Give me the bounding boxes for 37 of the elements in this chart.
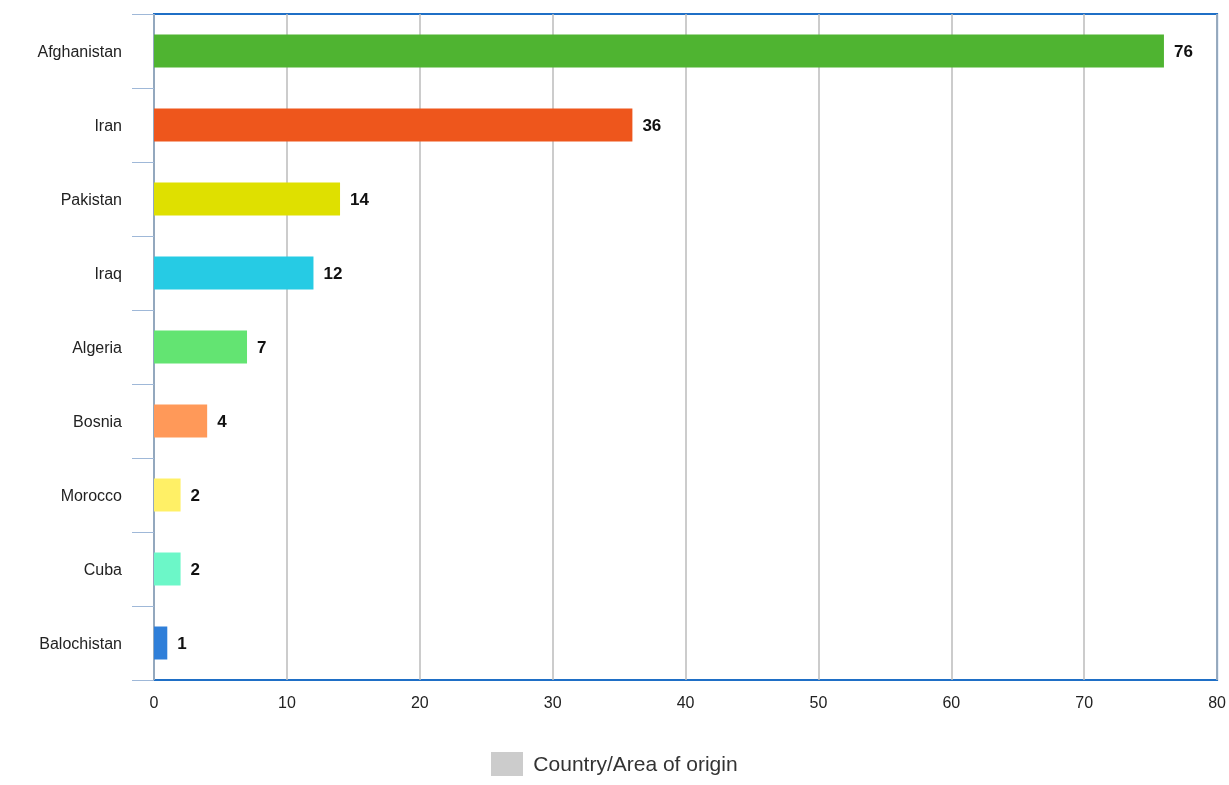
bar <box>154 478 181 512</box>
bar <box>154 182 341 216</box>
y-tick-label: Morocco <box>60 486 123 504</box>
x-tick-label: 20 <box>410 693 429 711</box>
data-label: 7 <box>257 337 267 357</box>
bar <box>154 552 181 586</box>
x-tick-label: 60 <box>942 693 961 711</box>
x-tick-label: 30 <box>543 693 562 711</box>
bar <box>154 256 314 290</box>
bar <box>154 626 168 660</box>
x-tick-label: 70 <box>1075 693 1094 711</box>
x-tick-label: 0 <box>149 693 159 711</box>
x-tick-label: 40 <box>676 693 695 711</box>
data-label: 1 <box>177 633 187 653</box>
x-tick-label: 10 <box>277 693 296 711</box>
data-label: 2 <box>190 485 201 505</box>
data-label: 14 <box>350 189 370 209</box>
bar <box>154 34 1164 68</box>
data-label: 76 <box>1173 41 1193 61</box>
y-tick-label: Cuba <box>83 560 123 578</box>
y-tick-label: Pakistan <box>60 190 122 208</box>
bar <box>154 404 208 438</box>
data-label: 12 <box>323 263 343 283</box>
y-tick-label: Iraq <box>94 264 122 282</box>
y-tick-label: Afghanistan <box>37 42 122 60</box>
data-label: 4 <box>217 411 228 431</box>
y-tick-label: Balochistan <box>39 634 122 652</box>
y-tick-label: Bosnia <box>73 412 123 430</box>
data-label: 2 <box>190 559 201 579</box>
bar <box>154 330 248 364</box>
y-tick-label: Algeria <box>72 338 123 356</box>
x-tick-label: 80 <box>1208 693 1227 711</box>
text: Country/Area of origin <box>533 752 738 776</box>
y-tick-label: Iran <box>94 116 122 134</box>
x-tick-label: 50 <box>809 693 828 711</box>
bar <box>154 108 633 142</box>
data-label: 36 <box>642 115 662 135</box>
